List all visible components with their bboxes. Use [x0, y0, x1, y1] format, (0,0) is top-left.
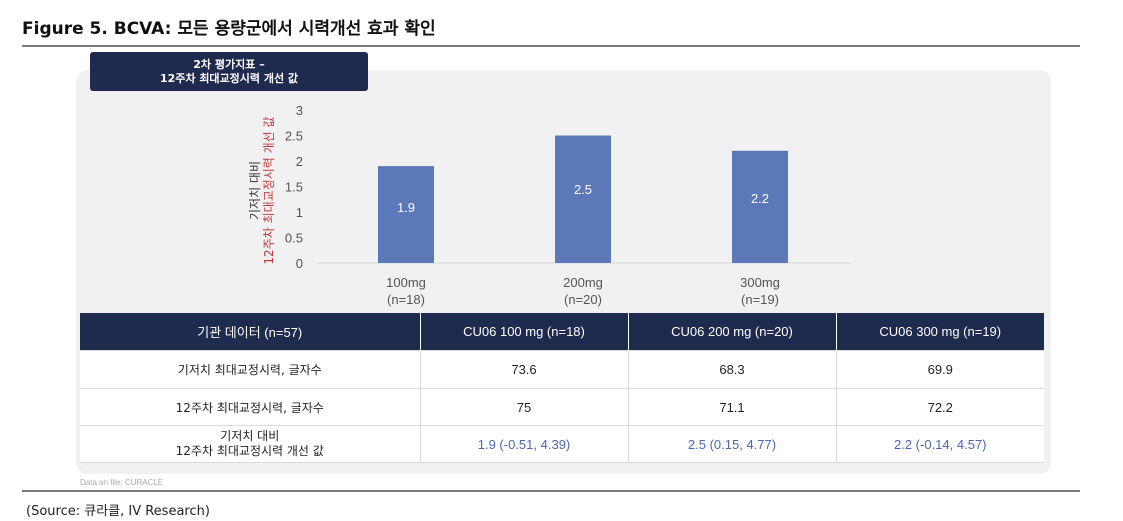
y-axis-title: 기저치 대비 12주차 최대교정시력 개선 값: [248, 116, 276, 264]
header-300mg: CU06 300 mg (n=19): [835, 313, 1044, 351]
y-tick-label: 3: [296, 103, 303, 118]
header-institution: 기관 데이터 (n=57): [80, 313, 420, 351]
table-cell: 2.2 (-0.14, 4.57): [835, 425, 1044, 463]
x-tick-sublabel: (n=18): [387, 292, 425, 307]
bar-value-label: 1.9: [397, 200, 415, 215]
endpoint-label: 2차 평가지표 – 12주차 최대교정시력 개선 값: [90, 52, 368, 91]
y-tick-label: 0: [296, 256, 303, 271]
data-table: 기관 데이터 (n=57) CU06 100 mg (n=18) CU06 20…: [80, 313, 1044, 463]
header-200mg: CU06 200 mg (n=20): [627, 313, 836, 351]
y-tick-label: 2: [296, 154, 303, 169]
x-tick-sublabel: (n=20): [564, 292, 602, 307]
bar: [378, 166, 434, 263]
table-cell: 73.6: [419, 350, 628, 389]
row-label: 기저치 최대교정시력, 글자수: [80, 350, 420, 389]
figure-title: Figure 5. BCVA: 모든 용량군에서 시력개선 효과 확인: [22, 19, 436, 39]
table-cell: 75: [419, 388, 628, 426]
table-cell: 2.5 (0.15, 4.77): [627, 425, 836, 463]
table-cell: 1.9 (-0.51, 4.39): [419, 425, 628, 463]
row-label: 12주차 최대교정시력, 글자수: [80, 388, 420, 426]
data-note: Data on file: CURACLE: [80, 478, 164, 487]
x-tick-label: 200mg: [563, 275, 603, 290]
table-header-row: 기관 데이터 (n=57) CU06 100 mg (n=18) CU06 20…: [80, 313, 1044, 351]
table-cell: 69.9: [835, 350, 1044, 389]
bar-value-label: 2.2: [751, 191, 769, 206]
x-tick-sublabel: (n=19): [741, 292, 779, 307]
row-label: 기저치 대비 12주차 최대교정시력 개선 값: [80, 425, 420, 463]
y-axis-title-line2: 12주차 최대교정시력 개선 값: [262, 116, 276, 264]
endpoint-label-line2: 12주차 최대교정시력 개선 값: [159, 71, 299, 85]
x-tick-label: 100mg: [386, 275, 426, 290]
y-tick-label: 0.5: [285, 231, 303, 246]
table-row: 기저치 대비 12주차 최대교정시력 개선 값 1.9 (-0.51, 4.39…: [80, 425, 1044, 463]
table-cell: 68.3: [627, 350, 836, 389]
header-100mg: CU06 100 mg (n=18): [419, 313, 628, 351]
y-tick-label: 2.5: [285, 129, 303, 144]
table-row: 기저치 최대교정시력, 글자수 73.6 68.3 69.9: [80, 350, 1044, 389]
x-tick-label: 300mg: [740, 275, 780, 290]
y-tick-label: 1: [296, 205, 303, 220]
row-label-line1: 기저치 대비: [220, 429, 280, 443]
bar: [732, 150, 788, 263]
row-label-line2: 12주차 최대교정시력 개선 값: [175, 444, 324, 458]
table-cell: 72.2: [835, 388, 1044, 426]
source-text: (Source: 큐라클, IV Research): [26, 504, 210, 519]
bar: [555, 135, 611, 263]
bar-value-label: 2.5: [574, 182, 592, 197]
table-cell: 71.1: [627, 388, 836, 426]
bottom-divider: [22, 490, 1080, 492]
y-axis-title-line1: 기저치 대비: [248, 161, 262, 220]
y-tick-label: 1.5: [285, 180, 303, 195]
endpoint-label-line1: 2차 평가지표 –: [193, 57, 265, 71]
table-row: 12주차 최대교정시력, 글자수 75 71.1 72.2: [80, 388, 1044, 426]
title-divider: [22, 45, 1080, 47]
